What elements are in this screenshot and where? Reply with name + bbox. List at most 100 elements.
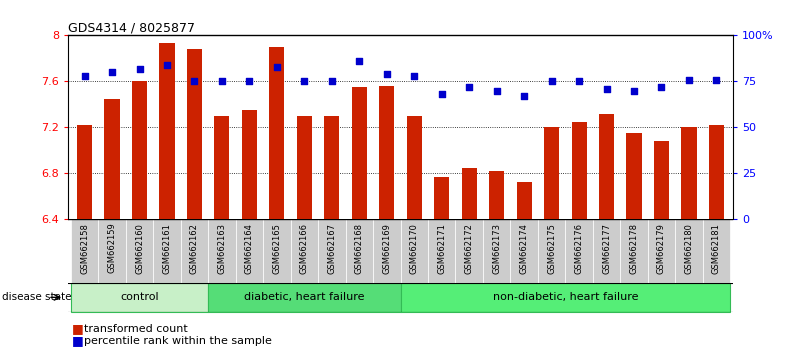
- Point: [133, 66, 146, 72]
- Bar: [132, 81, 147, 219]
- Text: GSM662168: GSM662168: [355, 223, 364, 274]
- Text: transformed count: transformed count: [84, 324, 188, 333]
- Text: GSM662169: GSM662169: [382, 223, 391, 274]
- Bar: [99, 219, 126, 283]
- Bar: [510, 219, 537, 283]
- Bar: [682, 127, 697, 219]
- Bar: [208, 283, 400, 312]
- Text: non-diabetic, heart failure: non-diabetic, heart failure: [493, 292, 638, 302]
- Bar: [572, 122, 586, 219]
- Point: [517, 93, 530, 99]
- Point: [655, 84, 668, 90]
- Bar: [208, 219, 235, 283]
- Point: [628, 88, 641, 93]
- Text: GSM662178: GSM662178: [630, 223, 638, 274]
- Point: [408, 73, 421, 79]
- Bar: [517, 182, 532, 219]
- Bar: [70, 283, 208, 312]
- Text: GSM662181: GSM662181: [712, 223, 721, 274]
- Point: [106, 69, 119, 75]
- Text: percentile rank within the sample: percentile rank within the sample: [84, 336, 272, 346]
- Point: [215, 79, 228, 84]
- Bar: [620, 219, 648, 283]
- Point: [298, 79, 311, 84]
- Point: [243, 79, 256, 84]
- Bar: [269, 47, 284, 219]
- Text: disease state: disease state: [2, 292, 71, 302]
- Text: GSM662176: GSM662176: [574, 223, 584, 274]
- Text: ■: ■: [72, 322, 84, 335]
- Bar: [648, 219, 675, 283]
- Bar: [626, 133, 642, 219]
- Point: [545, 79, 558, 84]
- Point: [710, 77, 723, 82]
- Bar: [544, 127, 559, 219]
- Bar: [242, 110, 257, 219]
- Point: [682, 77, 695, 82]
- Text: GSM662160: GSM662160: [135, 223, 144, 274]
- Text: GSM662173: GSM662173: [492, 223, 501, 274]
- Bar: [70, 219, 99, 283]
- Bar: [153, 219, 181, 283]
- Text: GSM662180: GSM662180: [685, 223, 694, 274]
- Text: GSM662164: GSM662164: [245, 223, 254, 274]
- Text: GSM662167: GSM662167: [328, 223, 336, 274]
- Bar: [373, 219, 400, 283]
- Bar: [566, 219, 593, 283]
- Text: GSM662162: GSM662162: [190, 223, 199, 274]
- Bar: [456, 219, 483, 283]
- Point: [573, 79, 586, 84]
- Text: GSM662174: GSM662174: [520, 223, 529, 274]
- Text: GSM662159: GSM662159: [107, 223, 116, 273]
- Text: GSM662175: GSM662175: [547, 223, 556, 274]
- Bar: [345, 219, 373, 283]
- Bar: [400, 283, 731, 312]
- Bar: [537, 219, 566, 283]
- Text: GSM662177: GSM662177: [602, 223, 611, 274]
- Bar: [235, 219, 264, 283]
- Bar: [400, 219, 428, 283]
- Bar: [126, 219, 153, 283]
- Bar: [428, 219, 456, 283]
- Bar: [654, 141, 669, 219]
- Bar: [461, 168, 477, 219]
- Point: [380, 71, 393, 77]
- Bar: [324, 116, 340, 219]
- Point: [463, 84, 476, 90]
- Point: [271, 64, 284, 69]
- Bar: [379, 86, 394, 219]
- Text: ■: ■: [72, 334, 84, 347]
- Text: GSM662179: GSM662179: [657, 223, 666, 274]
- Bar: [159, 44, 175, 219]
- Text: GSM662163: GSM662163: [217, 223, 227, 274]
- Text: GSM662165: GSM662165: [272, 223, 281, 274]
- Bar: [297, 116, 312, 219]
- Text: GSM662172: GSM662172: [465, 223, 473, 274]
- Point: [78, 73, 91, 79]
- Text: GSM662170: GSM662170: [410, 223, 419, 274]
- Point: [325, 79, 338, 84]
- Bar: [407, 116, 422, 219]
- Bar: [318, 219, 345, 283]
- Bar: [215, 116, 229, 219]
- Point: [490, 88, 503, 93]
- Text: GSM662166: GSM662166: [300, 223, 309, 274]
- Bar: [352, 87, 367, 219]
- Point: [353, 58, 366, 64]
- Text: GSM662171: GSM662171: [437, 223, 446, 274]
- Bar: [702, 219, 731, 283]
- Bar: [483, 219, 510, 283]
- Point: [600, 86, 613, 92]
- Point: [435, 91, 448, 97]
- Point: [160, 62, 173, 68]
- Text: control: control: [120, 292, 159, 302]
- Bar: [291, 219, 318, 283]
- Bar: [709, 125, 724, 219]
- Text: GDS4314 / 8025877: GDS4314 / 8025877: [68, 21, 195, 34]
- Text: GSM662161: GSM662161: [163, 223, 171, 274]
- Bar: [187, 49, 202, 219]
- Text: diabetic, heart failure: diabetic, heart failure: [244, 292, 364, 302]
- Bar: [593, 219, 620, 283]
- Bar: [77, 125, 92, 219]
- Bar: [599, 114, 614, 219]
